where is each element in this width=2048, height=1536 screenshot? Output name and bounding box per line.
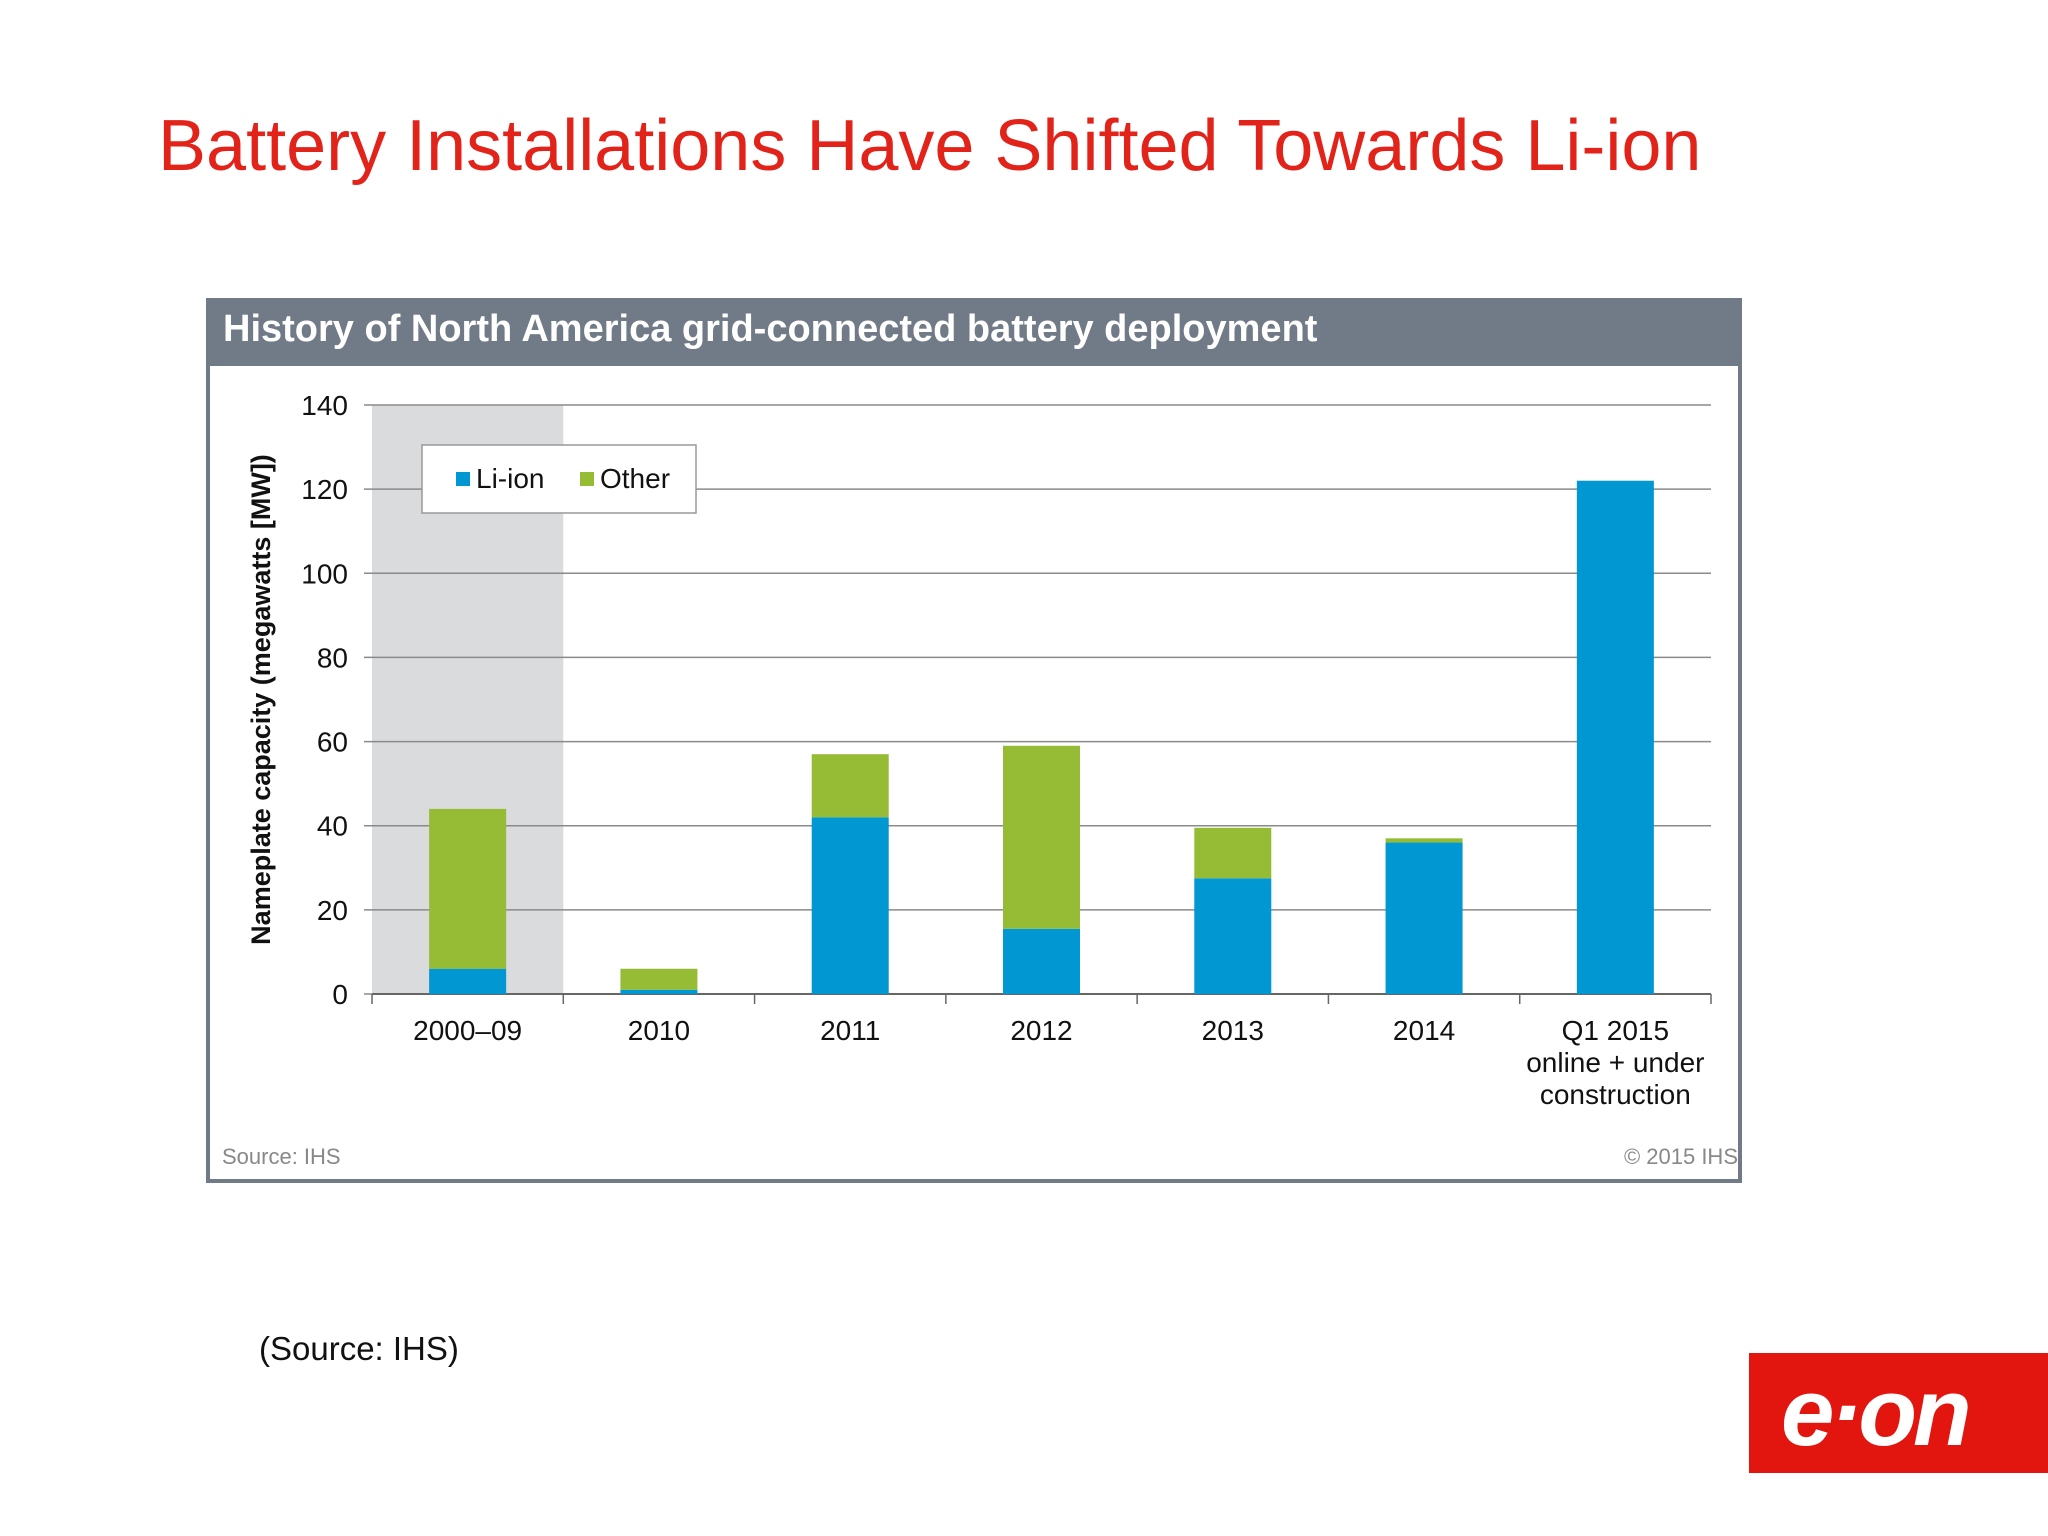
x-tick-label: construction <box>1540 1079 1691 1110</box>
chart-header: History of North America grid-connected … <box>206 298 1742 366</box>
bar-li-ion <box>1194 878 1272 994</box>
x-tick-label: Q1 2015 <box>1562 1015 1669 1046</box>
x-tick-label: 2000–09 <box>413 1015 522 1046</box>
bar-other <box>1194 827 1272 879</box>
bar-li-ion <box>429 968 507 994</box>
x-tick-label: 2014 <box>1393 1015 1455 1046</box>
y-tick-label: 0 <box>332 979 348 1010</box>
eon-logo: e·on <box>1749 1353 2048 1473</box>
footnote: (Source: IHS) <box>259 1330 459 1367</box>
bar-other <box>620 968 698 990</box>
y-tick-label: 80 <box>317 642 348 673</box>
y-tick-label: 40 <box>317 811 348 842</box>
chart-source: Source: IHS <box>222 1144 341 1169</box>
y-tick-label: 60 <box>317 727 348 758</box>
bar-other <box>811 754 889 818</box>
x-tick-label: 2012 <box>1010 1015 1072 1046</box>
y-tick-label: 100 <box>301 558 348 589</box>
slide-title: Battery Installations Have Shifted Towar… <box>158 106 1702 186</box>
legend-label: Li-ion <box>476 463 544 494</box>
y-axis-label: Nameplate capacity (megawatts [MW]) <box>246 454 276 945</box>
x-tick-label: 2010 <box>628 1015 690 1046</box>
bar-li-ion <box>1385 842 1463 994</box>
chart-copyright: © 2015 IHS <box>1623 1144 1738 1169</box>
bar-li-ion <box>811 817 889 994</box>
bar-li-ion <box>620 989 698 994</box>
bar-other <box>1385 838 1463 843</box>
x-tick-label: online + under <box>1526 1047 1704 1078</box>
legend-label: Other <box>600 463 670 494</box>
x-tick-label: 2011 <box>820 1015 880 1046</box>
svg-text:e·on: e·on <box>1781 1359 1968 1466</box>
bar-li-ion <box>1003 928 1080 994</box>
legend-swatch <box>456 472 470 486</box>
x-tick-label: 2013 <box>1202 1015 1264 1046</box>
bar-other <box>1003 745 1080 929</box>
bar-other <box>429 808 507 969</box>
legend-swatch <box>580 472 594 486</box>
bar-li-ion <box>1576 480 1654 994</box>
y-tick-label: 20 <box>317 895 348 926</box>
y-tick-label: 120 <box>301 474 348 505</box>
y-tick-label: 140 <box>301 390 348 421</box>
chart-title: History of North America grid-connected … <box>223 308 1318 350</box>
